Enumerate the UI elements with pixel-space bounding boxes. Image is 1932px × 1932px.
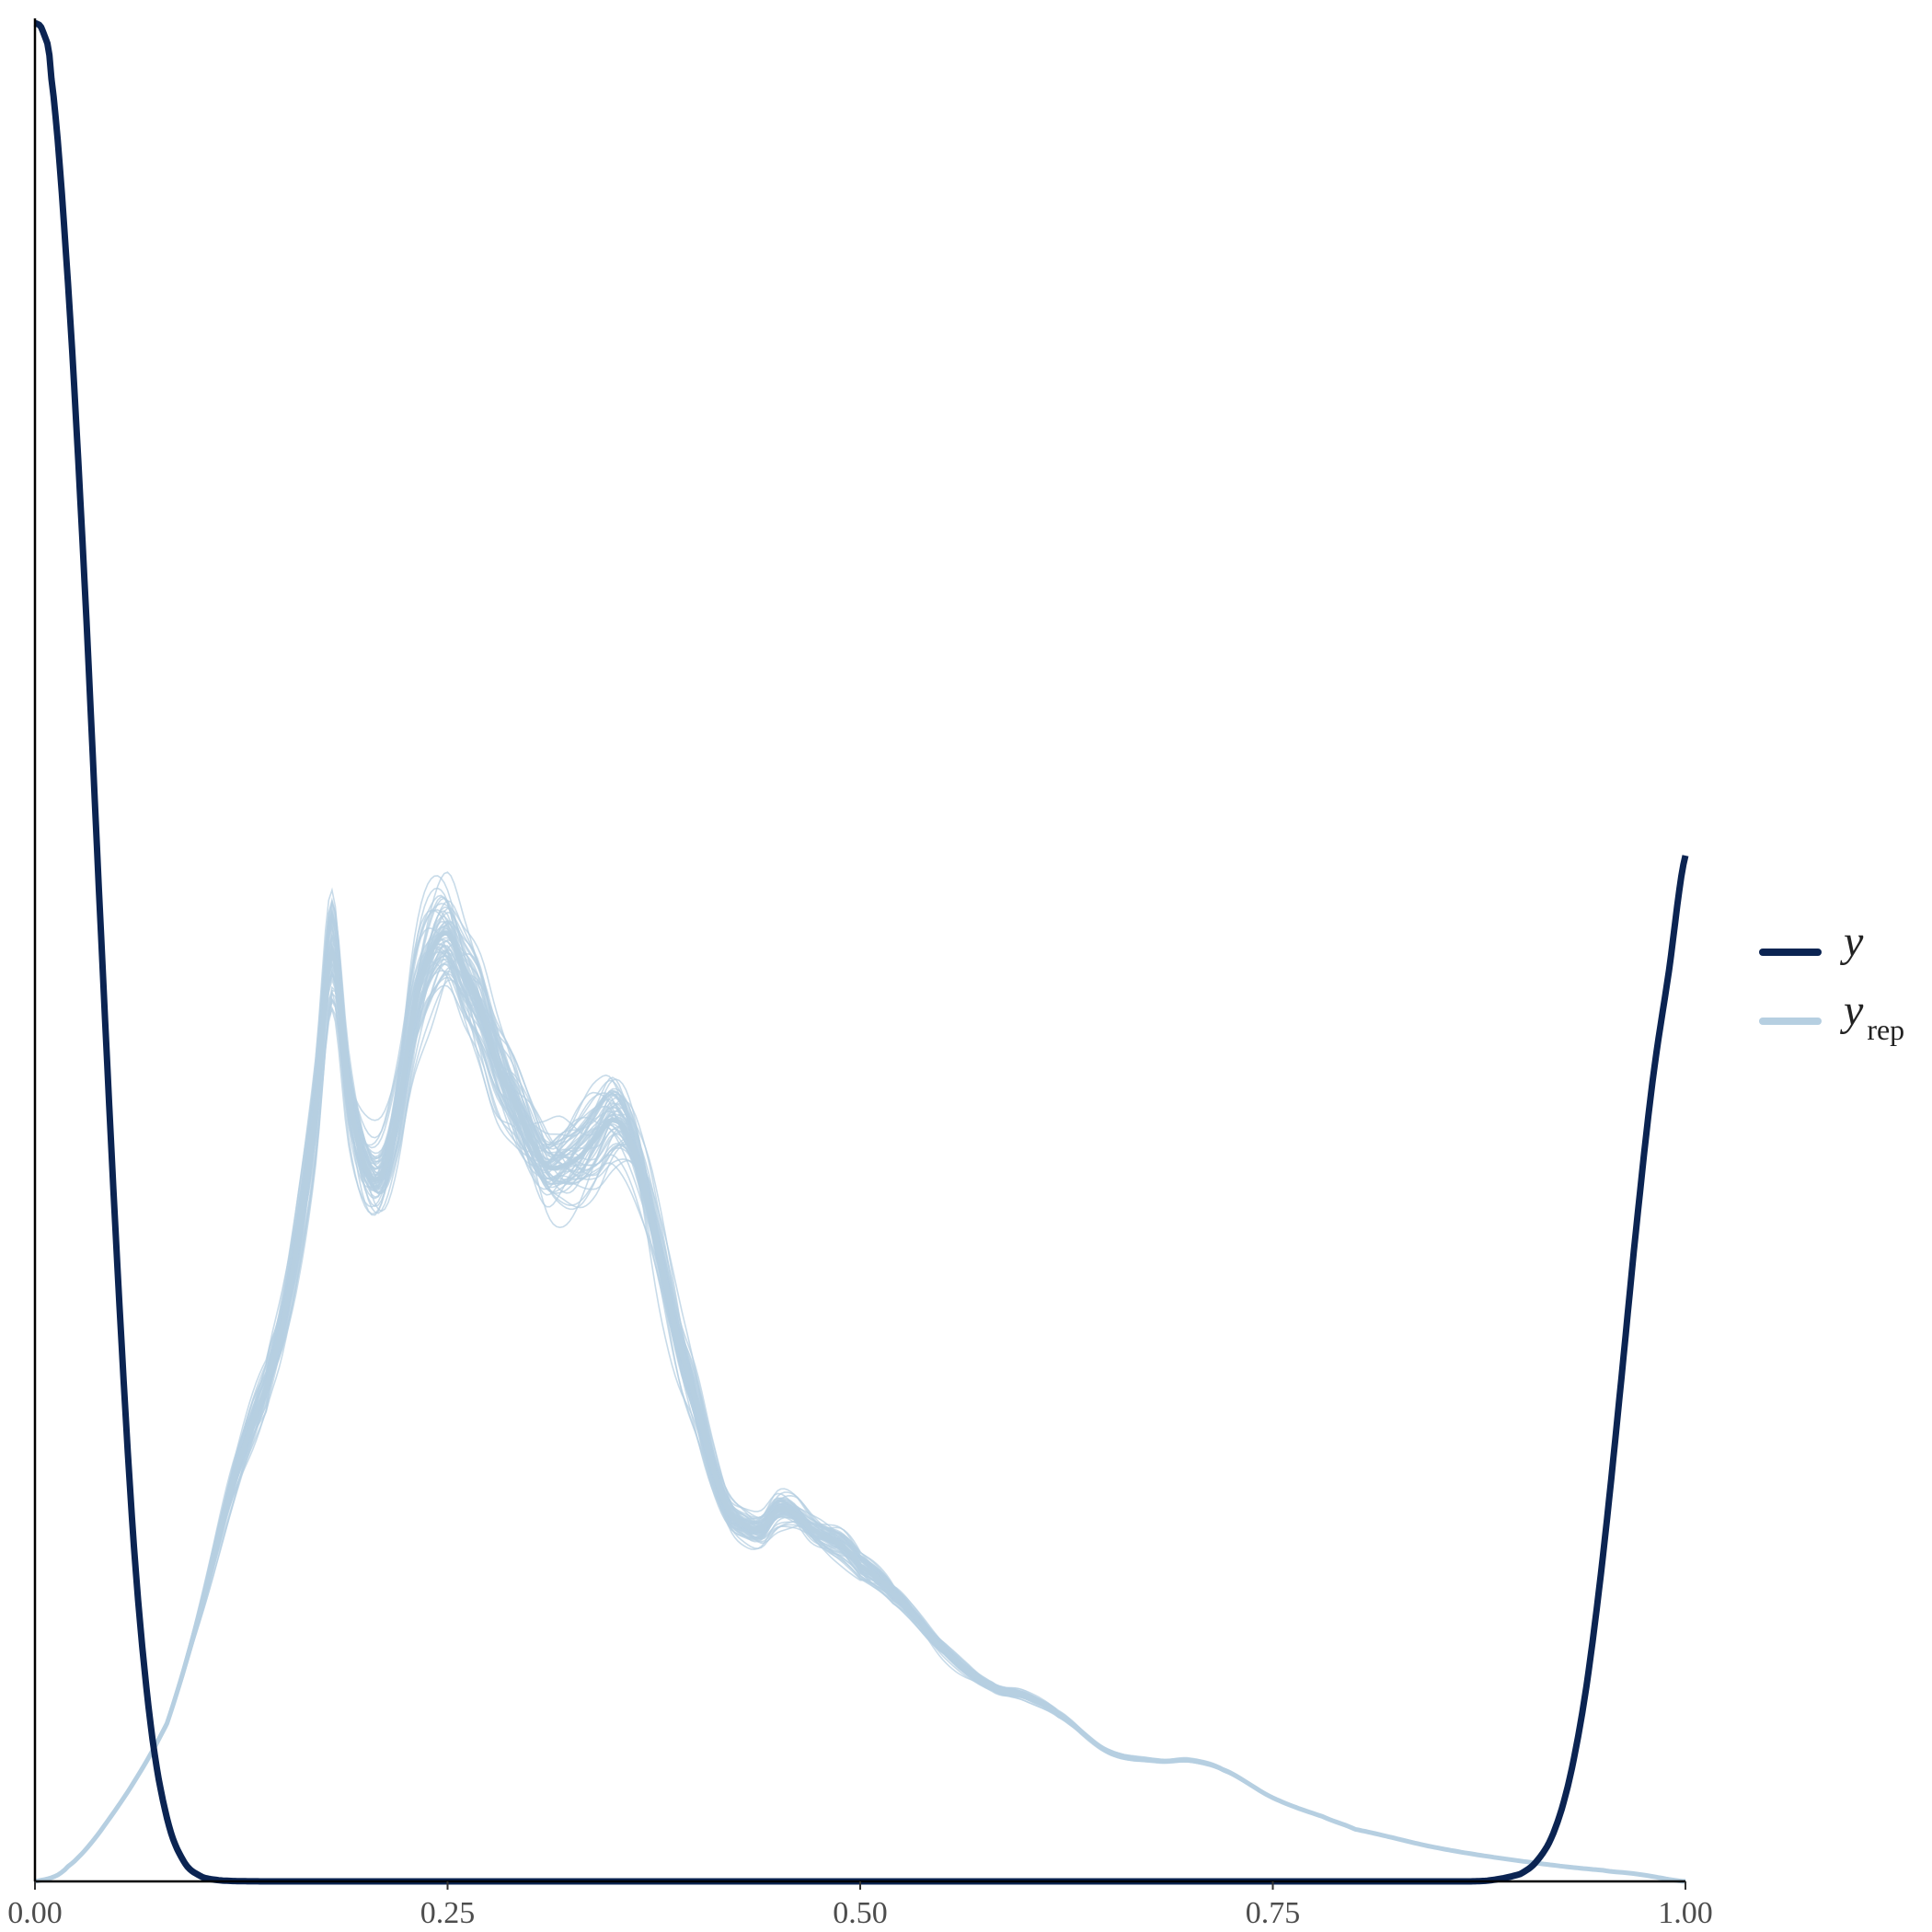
yrep-draw-line bbox=[34, 919, 1686, 1882]
yrep-draws-layer bbox=[34, 871, 1686, 1884]
yrep-draw-line bbox=[34, 915, 1686, 1882]
yrep-draw-line bbox=[34, 949, 1686, 1882]
yrep-draw-line bbox=[34, 921, 1686, 1882]
yrep-draw-line bbox=[34, 942, 1686, 1882]
yrep-draw-line bbox=[34, 917, 1686, 1882]
yrep-draw-line bbox=[34, 931, 1686, 1882]
yrep-draw-line bbox=[34, 928, 1686, 1882]
yrep-draw-line bbox=[34, 927, 1686, 1882]
yrep-draw-line bbox=[34, 903, 1686, 1882]
yrep-draw-line bbox=[34, 917, 1686, 1882]
yrep-draw-line bbox=[34, 913, 1686, 1882]
yrep-draw-line bbox=[34, 949, 1686, 1882]
yrep-draw-line bbox=[34, 921, 1686, 1882]
yrep-draw-line bbox=[34, 909, 1686, 1882]
yrep-draw-line bbox=[34, 923, 1686, 1882]
yrep-draw-line bbox=[34, 920, 1686, 1882]
yrep-draw-line bbox=[34, 907, 1686, 1882]
yrep-draw-line bbox=[34, 943, 1686, 1882]
yrep-draw-line bbox=[34, 899, 1686, 1882]
legend: y y rep bbox=[1759, 917, 1904, 1046]
yrep-draw-line bbox=[34, 920, 1686, 1882]
y-series-layer bbox=[33, 19, 1689, 1885]
yrep-draw-line bbox=[34, 930, 1686, 1882]
yrep-draw-line bbox=[34, 945, 1686, 1882]
yrep-draw-line bbox=[34, 875, 1686, 1882]
x-tick-label: 0.50 bbox=[833, 1896, 888, 1930]
y-series-line bbox=[33, 19, 1689, 1885]
yrep-draw-line bbox=[34, 909, 1686, 1882]
legend-label-subscript: rep bbox=[1867, 1013, 1904, 1046]
x-tick-label: 0.00 bbox=[7, 1896, 63, 1930]
yrep-draw-line bbox=[34, 909, 1686, 1882]
yrep-draw-line bbox=[34, 960, 1686, 1882]
yrep-draw-line bbox=[34, 941, 1686, 1882]
yrep-draw-line bbox=[34, 903, 1686, 1882]
yrep-draw-line bbox=[34, 938, 1686, 1882]
yrep-draw-line bbox=[34, 936, 1686, 1882]
yrep-draw-line bbox=[34, 900, 1686, 1882]
yrep-draw-line bbox=[34, 894, 1686, 1882]
legend-label: y bbox=[1839, 917, 1864, 966]
yrep-draw-line bbox=[34, 938, 1686, 1882]
yrep-draw-line bbox=[34, 943, 1686, 1882]
yrep-draw-line bbox=[34, 910, 1686, 1882]
yrep-draw-line bbox=[34, 927, 1686, 1882]
yrep-draw-line bbox=[34, 933, 1686, 1882]
yrep-draw-line bbox=[34, 911, 1686, 1882]
yrep-draw-line bbox=[34, 932, 1686, 1882]
yrep-series-line bbox=[34, 930, 1686, 1884]
axes: 0.00 0.25 0.50 0.75 1.00 bbox=[7, 18, 1713, 1930]
yrep-draw-line bbox=[34, 887, 1686, 1882]
yrep-draw-line bbox=[34, 897, 1686, 1882]
yrep-draw-line bbox=[34, 896, 1686, 1882]
yrep-draw-line bbox=[34, 926, 1686, 1882]
yrep-draw-line bbox=[34, 929, 1686, 1882]
yrep-draw-line bbox=[34, 930, 1686, 1882]
yrep-draw-line bbox=[34, 871, 1686, 1882]
yrep-draw-line bbox=[34, 925, 1686, 1882]
yrep-draw-line bbox=[34, 916, 1686, 1882]
yrep-draw-line bbox=[34, 925, 1686, 1882]
yrep-draw-line bbox=[34, 910, 1686, 1882]
yrep-draw-line bbox=[34, 947, 1686, 1882]
yrep-draw-line bbox=[34, 906, 1686, 1882]
legend-label: y rep bbox=[1839, 986, 1904, 1046]
yrep-draw-line bbox=[34, 914, 1686, 1882]
yrep-draw-line bbox=[34, 887, 1686, 1882]
x-tick-label: 0.25 bbox=[420, 1896, 476, 1930]
yrep-draw-line bbox=[34, 908, 1686, 1882]
yrep-draw-line bbox=[34, 915, 1686, 1882]
yrep-draw-line bbox=[34, 897, 1686, 1882]
x-tick-label: 1.00 bbox=[1658, 1896, 1713, 1930]
x-tick-label: 0.75 bbox=[1246, 1896, 1301, 1930]
yrep-draw-line bbox=[34, 947, 1686, 1882]
yrep-draw-line bbox=[34, 900, 1686, 1882]
